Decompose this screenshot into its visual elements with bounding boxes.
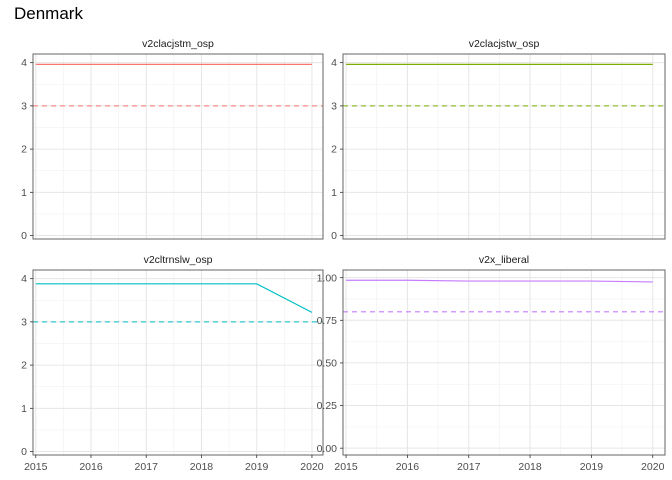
y-tick-label: 3: [331, 100, 337, 112]
y-tick-label: 3: [21, 100, 27, 112]
x-tick-label: 2020: [300, 461, 324, 473]
panel-v2clacjstm_osp: v2clacjstm_osp 0 1 2 3 4: [21, 38, 324, 242]
y-tick-label: 0.00: [317, 443, 338, 455]
x-tick-label: 2019: [580, 461, 604, 473]
x-tick-label: 2016: [79, 461, 103, 473]
x-tick-label: 2017: [457, 461, 481, 473]
y-tick-label: 2: [331, 144, 337, 156]
panel-v2clacjstw_osp: v2clacjstw_osp 0 1 2 3 4: [331, 38, 666, 242]
panel-border: [342, 269, 666, 456]
x-tick-label: 2016: [396, 461, 420, 473]
panel-v2cltrnslw_osp: v2cltrnslw_osp 0 1 2 3 4 2015 2016 2017 2018 2019 2…: [21, 254, 324, 473]
x-tick-label: 2015: [334, 461, 358, 473]
panel-v2x_liberal: v2x_liberal 0.00 0.25 0.50 0.75 1.00 2015 2016 2…: [317, 254, 666, 473]
y-tick-label: 1: [331, 187, 337, 199]
x-tick-label: 2018: [518, 461, 542, 473]
panel-border: [342, 53, 666, 240]
y-tick-label: 4: [21, 57, 27, 69]
x-tick-label: 2018: [190, 461, 214, 473]
y-tick-label: 1: [21, 187, 27, 199]
y-tick-label: 0: [21, 446, 27, 458]
y-tick-label: 1: [21, 403, 27, 415]
y-tick-label: 0.75: [317, 315, 338, 327]
strip-label: v2x_liberal: [479, 254, 529, 266]
y-tick-label: 1.00: [317, 272, 338, 284]
panel-border: [32, 269, 324, 456]
y-tick-label: 3: [21, 316, 27, 328]
strip-label: v2cltrnslw_osp: [144, 254, 213, 266]
x-tick-label: 2019: [245, 461, 269, 473]
y-tick-label: 0: [21, 230, 27, 242]
y-tick-label: 4: [331, 57, 337, 69]
y-tick-label: 4: [21, 273, 27, 285]
x-tick-label: 2020: [641, 461, 665, 473]
x-tick-label: 2017: [135, 461, 159, 473]
y-tick-label: 0: [331, 230, 337, 242]
page-title: Denmark: [14, 4, 83, 23]
series-line-v2cltrnslw_osp: [35, 283, 313, 313]
strip-label: v2clacjstm_osp: [142, 38, 214, 50]
strip-label: v2clacjstw_osp: [469, 38, 540, 50]
y-tick-label: 0.50: [317, 358, 338, 370]
y-tick-label: 2: [21, 144, 27, 156]
series-line-v2x_liberal: [346, 279, 653, 283]
y-tick-label: 0.25: [317, 400, 338, 412]
panel-border: [32, 53, 324, 240]
x-tick-label: 2015: [24, 461, 48, 473]
y-tick-label: 2: [21, 360, 27, 372]
